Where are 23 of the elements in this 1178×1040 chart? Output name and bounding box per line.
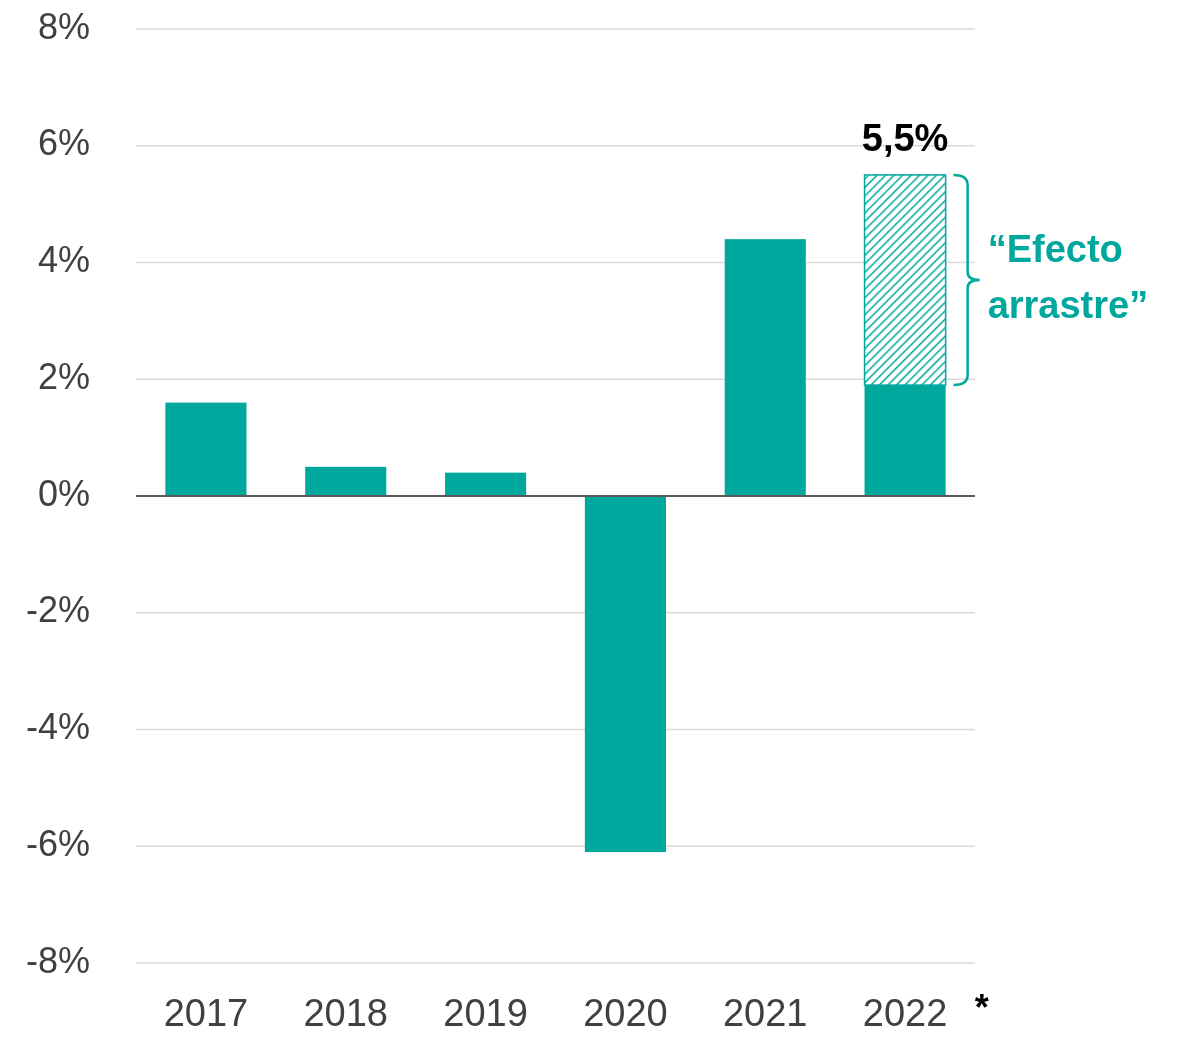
y-tick-label: 4% bbox=[37, 239, 90, 281]
bar bbox=[165, 402, 247, 496]
y-tick-label: -6% bbox=[25, 822, 90, 864]
y-tick-label: 8% bbox=[37, 5, 90, 47]
x-tick-label: 2019 bbox=[443, 992, 528, 1034]
bar bbox=[724, 239, 806, 496]
y-tick-label: -2% bbox=[25, 589, 90, 631]
text: * bbox=[974, 987, 989, 1028]
bar bbox=[305, 466, 387, 496]
x-tick-label: 2021 bbox=[722, 992, 808, 1034]
total-label: 5,5% bbox=[861, 116, 949, 159]
y-tick-label: -8% bbox=[25, 939, 90, 981]
x-tick-label: 2020 bbox=[583, 992, 668, 1034]
text: “Efecto arrastre” bbox=[987, 228, 1149, 327]
x-tick-label: 2017 bbox=[163, 992, 249, 1034]
y-tick-label: -4% bbox=[25, 706, 90, 748]
y-tick-label: 0% bbox=[37, 472, 90, 514]
y-tick-label: 2% bbox=[37, 355, 90, 397]
x-tick-label: 2018 bbox=[303, 992, 389, 1034]
bar bbox=[445, 472, 527, 496]
x-tick-label: 2022 bbox=[862, 992, 948, 1034]
y-tick-label: 6% bbox=[37, 122, 90, 164]
bar bbox=[584, 496, 666, 853]
